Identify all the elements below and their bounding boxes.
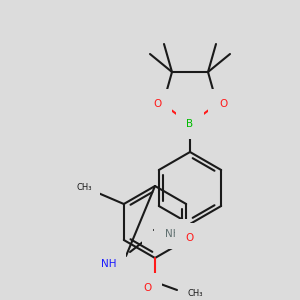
Text: O: O xyxy=(143,283,151,293)
Text: O: O xyxy=(186,233,194,243)
Text: NH: NH xyxy=(164,229,180,239)
Text: B: B xyxy=(186,119,194,129)
Text: CH₃: CH₃ xyxy=(187,290,203,298)
Text: O: O xyxy=(219,99,227,109)
FancyBboxPatch shape xyxy=(142,232,154,244)
Text: CH₃: CH₃ xyxy=(76,184,92,193)
Text: NH: NH xyxy=(100,259,116,269)
Text: O: O xyxy=(153,99,161,109)
